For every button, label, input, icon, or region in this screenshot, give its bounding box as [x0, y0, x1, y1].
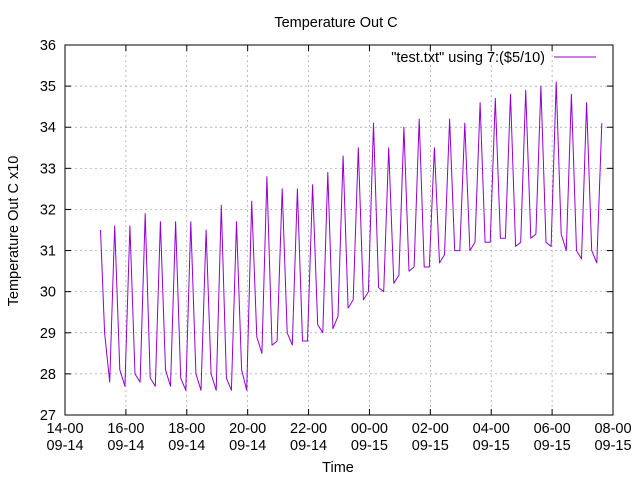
x-tick-date-label: 09-14: [107, 438, 144, 454]
x-tick-time-label: 22-00: [290, 421, 327, 437]
x-tick-date-label: 09-14: [229, 438, 266, 454]
y-tick-label: 27: [40, 408, 56, 424]
series-line: [100, 81, 603, 391]
x-tick-date-label: 09-14: [168, 438, 205, 454]
legend-label: "test.txt" using 7:($5/10): [391, 50, 545, 66]
y-tick-labels: 27 28 29 30 31 32 33 34 35 36: [40, 38, 56, 424]
y-tick-label: 33: [40, 161, 56, 177]
y-axis-label: Temperature Out C x10: [6, 156, 22, 307]
legend: "test.txt" using 7:($5/10): [391, 50, 596, 66]
x-tick-time-label: 04-00: [473, 421, 510, 437]
y-tick-label: 36: [40, 38, 56, 54]
x-tick-date-label: 09-14: [46, 438, 83, 454]
plot-border: [64, 44, 614, 416]
x-tick-time-label: 14-00: [46, 421, 83, 437]
x-tick-time-label: 06-00: [534, 421, 571, 437]
x-tick-time-label: 20-00: [229, 421, 266, 437]
x-tick-time-label: 00-00: [351, 421, 388, 437]
y-tick-label: 29: [40, 326, 56, 342]
x-tick-time-label: 18-00: [168, 421, 205, 437]
x-tick-labels: 14-0009-1416-0009-1418-0009-1420-0009-14…: [46, 421, 631, 454]
series-layer: [100, 81, 603, 391]
y-tick-label: 35: [40, 79, 56, 95]
x-tick-time-label: 16-00: [107, 421, 144, 437]
x-tick-date-label: 09-15: [534, 438, 571, 454]
y-tick-label: 32: [40, 202, 56, 218]
y-tick-label: 30: [40, 285, 56, 301]
x-tick-date-label: 09-15: [412, 438, 449, 454]
x-tick-date-label: 09-14: [290, 438, 327, 454]
x-tick-date-label: 09-15: [351, 438, 388, 454]
x-tick-date-label: 09-15: [473, 438, 510, 454]
x-tick-time-label: 08-00: [594, 421, 631, 437]
x-axis-label: Time: [322, 460, 354, 476]
x-tick-date-label: 09-15: [594, 438, 631, 454]
y-tick-label: 34: [40, 120, 56, 136]
chart-title: Temperature Out C: [274, 15, 397, 31]
y-tick-label: 31: [40, 244, 56, 260]
y-tick-label: 28: [40, 367, 56, 383]
x-tick-time-label: 02-00: [412, 421, 449, 437]
